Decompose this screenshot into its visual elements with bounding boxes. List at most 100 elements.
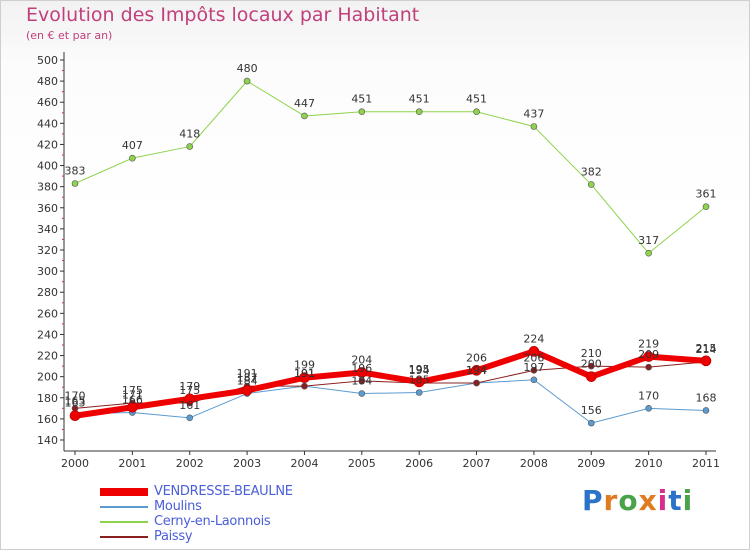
data-label: 206	[523, 351, 544, 364]
legend-label: Cerny-en-Laonnois	[154, 514, 271, 529]
data-label: 191	[294, 367, 315, 380]
data-label: 214	[696, 343, 717, 356]
data-point	[587, 419, 595, 427]
x-tick-label: 2005	[348, 457, 376, 470]
y-tick-label: 200	[37, 371, 58, 384]
series-line-2	[74, 80, 707, 254]
x-tick-label: 2008	[520, 457, 548, 470]
x-tick-label: 2000	[61, 457, 89, 470]
y-tick-label: 280	[37, 286, 58, 299]
y-tick-label: 400	[37, 160, 58, 173]
y-tick-label: 420	[37, 138, 58, 151]
legend-item-vendresse-beaulne[interactable]: VENDRESSE-BEAULNE	[100, 484, 293, 499]
data-point	[129, 154, 136, 162]
data-label: 161	[179, 399, 200, 412]
data-point	[299, 372, 310, 384]
data-label: 209	[638, 348, 659, 361]
data-label: 224	[523, 332, 544, 345]
data-point	[184, 393, 196, 405]
y-tick-label: 240	[37, 328, 58, 341]
y-tick-label: 500	[37, 54, 58, 67]
data-label: 170	[638, 389, 659, 402]
data-label: 197	[523, 361, 544, 374]
data-label: 407	[122, 139, 143, 152]
data-label: 451	[351, 93, 372, 106]
data-point	[415, 389, 423, 396]
data-label: 184	[237, 375, 258, 388]
data-point	[241, 385, 253, 396]
data-point	[243, 77, 251, 85]
legend-item-moulins[interactable]: Moulins	[100, 499, 293, 514]
y-tick-label: 180	[37, 392, 58, 405]
line-chart: 140 160 180 200 220 240 260 280 300 320 340 360 380 4…	[37, 52, 720, 470]
data-point	[643, 351, 654, 362]
data-point	[301, 112, 308, 120]
data-point	[356, 367, 368, 378]
data-label: 437	[523, 108, 544, 121]
data-label: 196	[351, 362, 372, 375]
data-point	[702, 203, 710, 211]
data-point	[471, 365, 482, 376]
data-point	[301, 382, 308, 390]
data-label: 194	[409, 364, 430, 377]
legend: VENDRESSE-BEAULNE Moulins Cerny-en-Laonn…	[100, 484, 293, 544]
x-tick-label: 2002	[176, 457, 204, 470]
data-point	[186, 143, 194, 150]
data-point	[700, 355, 712, 367]
data-label: 418	[179, 128, 200, 141]
legend-item-cerny-en-laonnois[interactable]: Cerny-en-Laonnois	[100, 514, 293, 529]
data-label: 163	[65, 397, 86, 410]
data-label: 175	[179, 384, 200, 397]
legend-swatch	[100, 520, 148, 523]
data-label: 219	[638, 338, 659, 351]
data-label: 382	[581, 166, 602, 179]
legend-item-paissy[interactable]: Paissy	[100, 529, 293, 544]
y-tick-label: 440	[37, 117, 58, 130]
y-tick-label: 260	[37, 307, 58, 320]
data-point	[71, 180, 79, 187]
logo-letter: x	[638, 484, 658, 517]
legend-label: Moulins	[154, 499, 202, 514]
legend-label: Paissy	[154, 529, 193, 544]
data-label: 383	[65, 165, 86, 178]
data-point	[473, 108, 480, 116]
y-tick-label: 380	[37, 181, 58, 194]
data-point	[415, 108, 423, 116]
data-point	[127, 401, 138, 413]
data-point	[530, 367, 538, 374]
data-point	[702, 407, 710, 414]
data-point	[530, 376, 538, 384]
logo-letter: i	[657, 484, 669, 517]
data-label: 200	[581, 358, 602, 371]
x-tick-label: 2003	[233, 457, 261, 470]
chart-subtitle: (en € et par an)	[26, 29, 113, 42]
data-label: 179	[179, 380, 200, 393]
data-point	[473, 379, 480, 387]
data-label: 206	[466, 351, 487, 364]
data-point	[587, 181, 595, 188]
data-point	[186, 414, 194, 422]
x-tick-label: 2009	[577, 457, 605, 470]
data-point	[587, 362, 595, 370]
series-line-0	[72, 348, 709, 419]
y-tick-label: 480	[37, 75, 58, 88]
data-label: 170	[65, 389, 86, 402]
proxiti-logo: Proxiti	[582, 484, 693, 517]
data-point	[358, 390, 366, 397]
data-point	[358, 108, 366, 116]
y-tick-label: 320	[37, 244, 58, 257]
data-point	[413, 376, 425, 388]
y-tick-label: 300	[37, 265, 58, 278]
legend-swatch	[100, 535, 148, 538]
data-label: 175	[122, 384, 143, 397]
x-tick-label: 2004	[290, 457, 318, 470]
data-label: 480	[237, 62, 258, 75]
data-label: 204	[351, 353, 372, 366]
logo-letter: t	[668, 484, 683, 517]
x-tick-label: 2011	[692, 457, 720, 470]
data-label: 317	[638, 234, 659, 247]
data-label: 199	[294, 359, 315, 372]
data-point	[645, 363, 652, 371]
data-label: 195	[409, 363, 430, 376]
chart-title: Evolution des Impôts locaux par Habitant	[26, 4, 420, 26]
